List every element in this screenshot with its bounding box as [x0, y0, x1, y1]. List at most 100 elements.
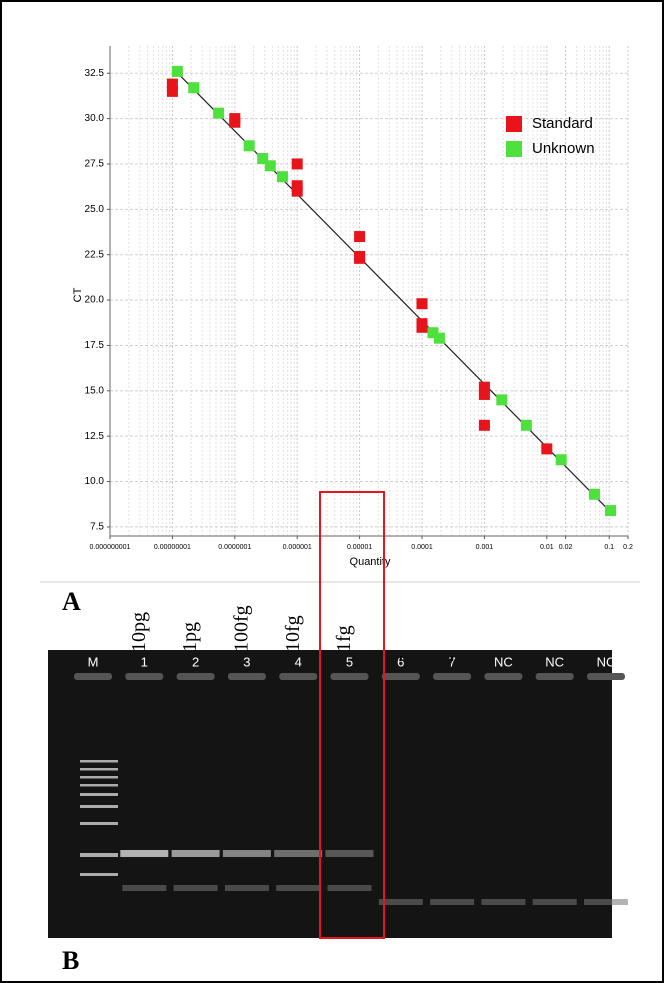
- panel-label: B: [62, 946, 79, 975]
- primer-band: [276, 885, 320, 891]
- lane-label: M: [88, 654, 99, 669]
- product-band: [172, 850, 220, 857]
- lane-label: 5: [346, 654, 353, 669]
- x-tick-label: 0.0001: [411, 544, 433, 551]
- x-tick-label: 0.000000001: [90, 544, 131, 551]
- x-tick-label: 0.00001: [347, 544, 372, 551]
- ladder-band: [80, 784, 118, 787]
- point: [521, 420, 532, 431]
- x-tick-label: 0.2: [623, 544, 633, 551]
- y-tick-label: 10.0: [85, 476, 105, 487]
- lane-label: NC: [545, 654, 564, 669]
- ladder-band: [80, 793, 118, 796]
- lane-label: NC: [494, 654, 513, 669]
- amount-label: 10fg: [282, 615, 304, 652]
- point: [213, 108, 224, 119]
- ladder-band: [80, 805, 118, 808]
- x-tick-label: 0.000001: [283, 544, 312, 551]
- x-tick-label: 0.1: [604, 544, 614, 551]
- y-tick-label: 7.5: [90, 522, 104, 533]
- point: [589, 489, 600, 500]
- point: [417, 298, 428, 309]
- point: [417, 322, 428, 333]
- product-band: [274, 850, 322, 857]
- point: [292, 158, 303, 169]
- ladder-band: [80, 873, 118, 876]
- ladder-band: [80, 768, 118, 771]
- ladder-band: [80, 760, 118, 763]
- lane-label: 4: [295, 654, 302, 669]
- point: [496, 394, 507, 405]
- point: [292, 186, 303, 197]
- gel-well: [177, 673, 215, 680]
- gel-well: [279, 673, 317, 680]
- lane-label: 3: [243, 654, 250, 669]
- y-tick-label: 27.5: [85, 159, 105, 170]
- y-tick-label: 22.5: [85, 249, 105, 260]
- gel-well: [125, 673, 163, 680]
- gel-well: [536, 673, 574, 680]
- amount-label: 1pg: [179, 622, 201, 652]
- primer-band: [379, 899, 423, 905]
- primer-band: [533, 899, 577, 905]
- ladder-band: [80, 822, 118, 825]
- amount-label: 10pg: [128, 612, 150, 652]
- gel-well: [484, 673, 522, 680]
- x-tick-label: 0.00000001: [154, 544, 191, 551]
- primer-band: [122, 885, 166, 891]
- y-tick-label: 17.5: [85, 340, 105, 351]
- primer-band: [584, 899, 628, 905]
- legend-swatch: [506, 116, 522, 132]
- x-tick-label: 0.001: [476, 544, 494, 551]
- lane-label: 1: [141, 654, 148, 669]
- point: [354, 231, 365, 242]
- gel-well: [382, 673, 420, 680]
- product-band: [223, 850, 271, 857]
- primer-band: [174, 885, 218, 891]
- y-tick-label: 12.5: [85, 431, 105, 442]
- point: [479, 420, 490, 431]
- x-tick-label: 0.0000001: [218, 544, 251, 551]
- point: [188, 82, 199, 93]
- x-tick-label: 0.01: [540, 544, 554, 551]
- lane-label: 2: [192, 654, 199, 669]
- ladder-band: [80, 853, 118, 857]
- y-tick-label: 20.0: [85, 295, 105, 306]
- product-band: [120, 850, 168, 857]
- point: [229, 117, 240, 128]
- legend-swatch: [506, 141, 522, 157]
- y-axis-label: CT: [72, 287, 84, 302]
- point: [354, 253, 365, 264]
- gel-well: [587, 673, 625, 680]
- point: [277, 171, 288, 182]
- legend-label: Unknown: [532, 140, 595, 157]
- gel-well: [331, 673, 369, 680]
- panel-label: A: [62, 587, 81, 616]
- primer-band: [430, 899, 474, 905]
- y-tick-label: 25.0: [85, 204, 105, 215]
- ladder-band: [80, 776, 118, 779]
- primer-band: [225, 885, 269, 891]
- gel-well: [74, 673, 112, 680]
- primer-band: [328, 885, 372, 891]
- gel-well: [433, 673, 471, 680]
- point: [605, 505, 616, 516]
- point: [244, 140, 255, 151]
- product-band: [326, 850, 374, 857]
- x-tick-label: 0.02: [559, 544, 573, 551]
- gel-well: [228, 673, 266, 680]
- legend-label: Standard: [532, 115, 593, 132]
- figure: A B Quantity CT 0.0000000010.000000010.0…: [0, 0, 664, 983]
- point: [541, 443, 552, 454]
- amount-label: 100fg: [230, 605, 252, 652]
- point: [167, 86, 178, 97]
- y-tick-label: 15.0: [85, 385, 105, 396]
- point: [434, 333, 445, 344]
- gel-image: [48, 650, 612, 938]
- point: [265, 160, 276, 171]
- primer-band: [481, 899, 525, 905]
- amount-label: 1fg: [333, 625, 355, 652]
- y-tick-label: 32.5: [85, 68, 105, 79]
- point: [556, 454, 567, 465]
- point: [479, 389, 490, 400]
